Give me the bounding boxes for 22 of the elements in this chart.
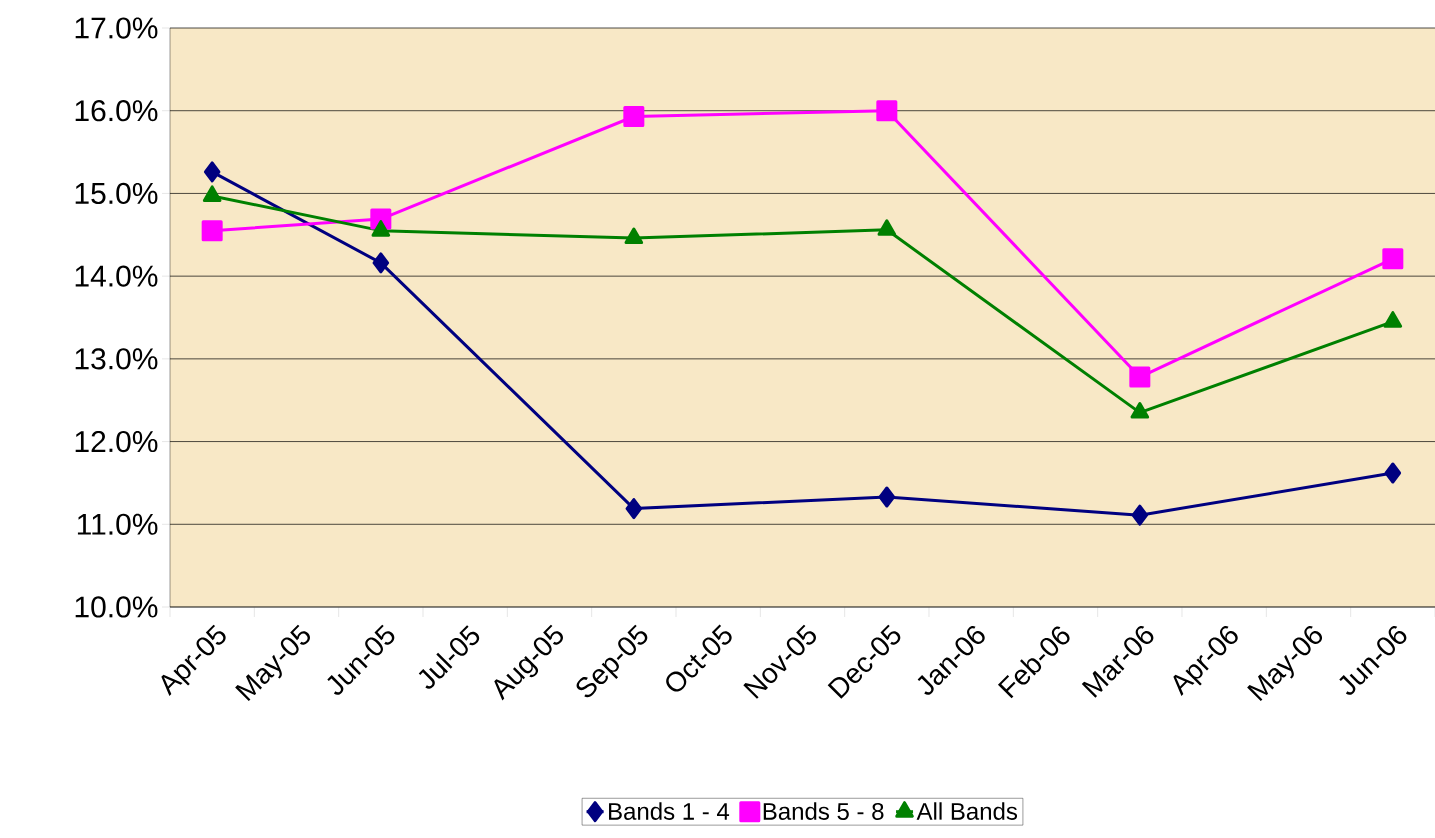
- point: [1384, 462, 1402, 484]
- legend-label: Bands 5 - 8: [763, 802, 884, 820]
- y-tick-label: 17.0%: [75, 17, 158, 39]
- point: [878, 486, 896, 508]
- legend-label: All Bands: [916, 802, 1018, 820]
- point: [1129, 366, 1151, 388]
- y-tick-label: 16.0%: [75, 100, 158, 122]
- legend-label: Bands 1 - 4: [609, 802, 730, 820]
- y-tick-label: 15.0%: [75, 182, 158, 205]
- point: [876, 100, 898, 122]
- y-tick-label: 12.0%: [75, 430, 158, 453]
- point: [201, 220, 223, 242]
- point: [623, 106, 645, 128]
- y-tick-label: 10.0%: [75, 596, 158, 618]
- point: [203, 161, 221, 183]
- point: [1382, 248, 1404, 270]
- y-tick-label: 13.0%: [75, 348, 158, 370]
- point: [372, 252, 390, 274]
- point: [625, 498, 643, 520]
- y-tick-label: 14.0%: [75, 265, 158, 287]
- point: [1131, 504, 1149, 526]
- y-tick-label: 11.0%: [77, 513, 158, 535]
